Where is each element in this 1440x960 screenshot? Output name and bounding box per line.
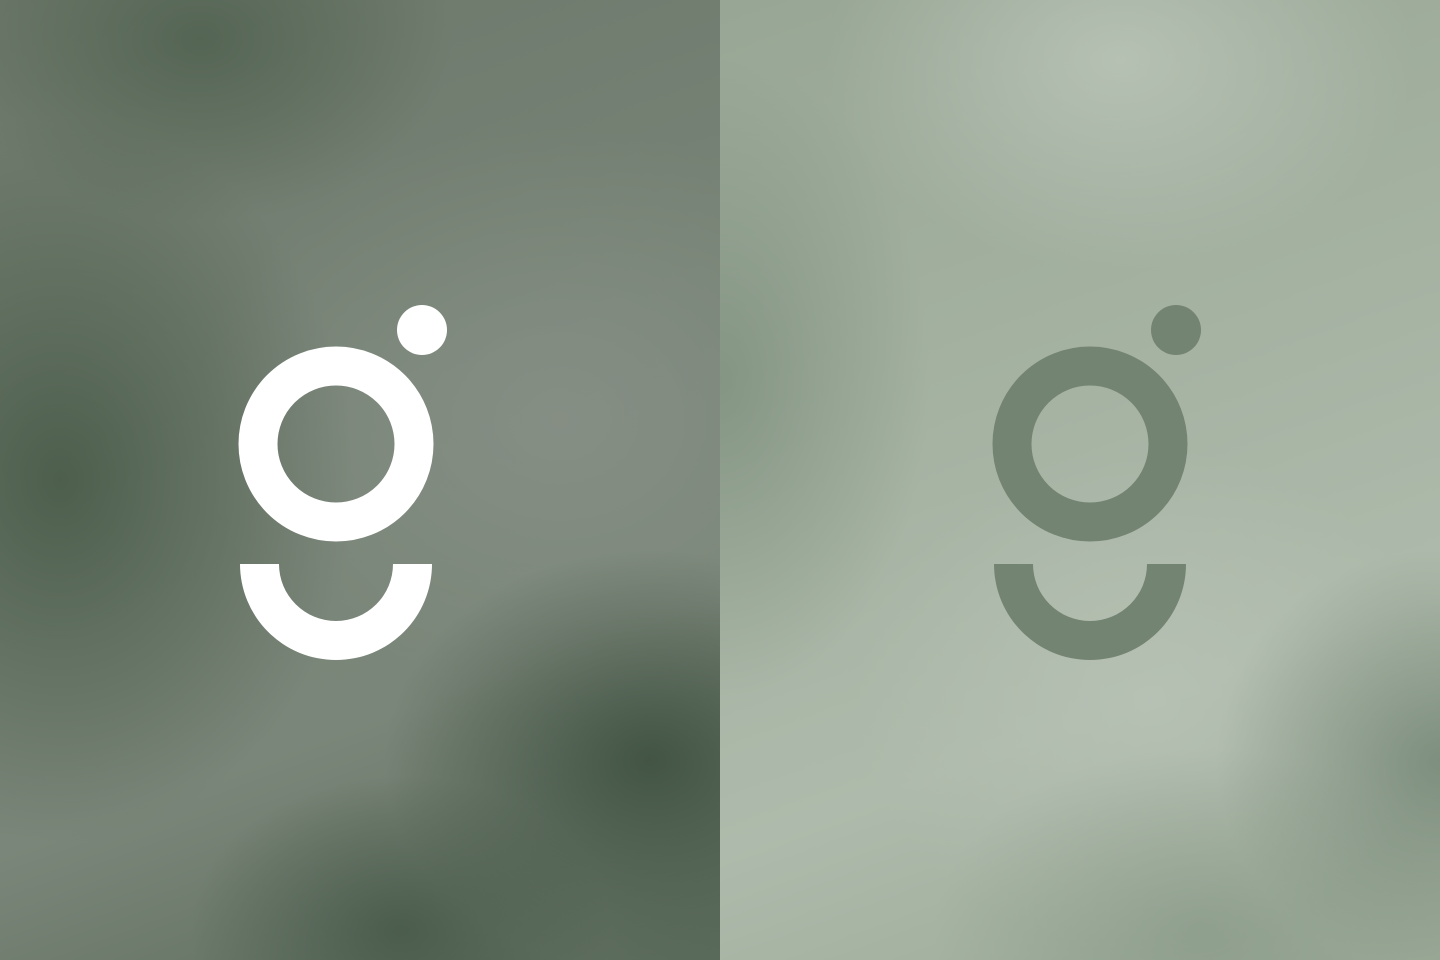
dark-panel xyxy=(0,0,720,960)
logo-ring xyxy=(238,346,434,542)
logo-ring xyxy=(992,346,1188,542)
logo-descender xyxy=(994,564,1186,660)
g-logo-green xyxy=(992,305,1201,660)
light-panel xyxy=(720,0,1440,960)
logo-dot xyxy=(397,305,447,355)
logo-dot xyxy=(1151,305,1201,355)
g-logo-white xyxy=(238,305,447,660)
logo-descender xyxy=(240,564,432,660)
light-panel-background xyxy=(720,0,1440,960)
